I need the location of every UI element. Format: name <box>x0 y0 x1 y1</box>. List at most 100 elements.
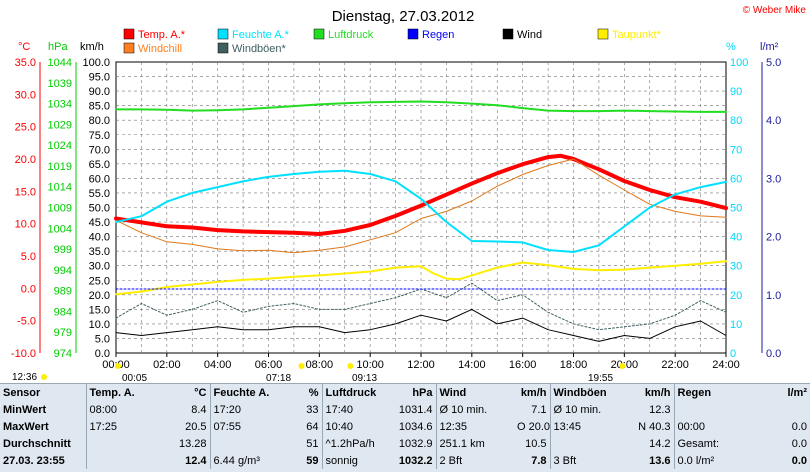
series-line-3 <box>115 100 727 113</box>
series-line-1 <box>115 158 727 254</box>
series-line-2 <box>115 169 727 253</box>
tick-label-wind: 10.0 <box>89 319 110 331</box>
cell: 1034.6 <box>398 420 433 433</box>
cell: 0.0 l/m² <box>673 452 756 469</box>
legend-swatch <box>407 28 419 40</box>
header-rain-unit: l/m² <box>787 386 807 399</box>
cell: 14.2 <box>649 437 671 450</box>
tick-label-humidity: 70 <box>730 144 742 156</box>
tick-label-temp: 20.0 <box>15 154 36 166</box>
x-tick-label: 12:00 <box>407 359 435 371</box>
tick-label-pressure: 994 <box>54 265 72 277</box>
sun-markers: 12:36 00:05 07:18 09:13 19:55 <box>12 363 626 383</box>
row-label: Durchschnitt <box>3 437 71 450</box>
tick-label-temp: 35.0 <box>15 57 36 69</box>
legend-swatch <box>123 28 135 40</box>
cell: 08:00 <box>85 401 158 418</box>
tick-label-rain: 1.0 <box>766 290 781 302</box>
sun-icon <box>115 363 122 369</box>
tick-label-wind: 50.0 <box>89 203 110 215</box>
header-pressure: Luftdruck <box>321 384 394 401</box>
cell <box>673 401 756 418</box>
header-wind-unit: km/h <box>520 386 547 399</box>
x-tick-label: 24:00 <box>712 359 740 371</box>
tick-label-temp: 30.0 <box>15 89 36 101</box>
legend: Temp. A.* Feuchte A.* Luftdruck Regen Wind Ta… <box>123 28 662 55</box>
tick-label-wind: 25.0 <box>89 275 110 287</box>
stats-row-min: MinWert 08:00 8.4 17:20 33 17:40 1031.4 … <box>0 401 810 418</box>
stats-row-average: Durchschnitt 13.28 51 ^1.2hPa/h 1032.9 2… <box>0 435 810 452</box>
tick-label-rain: 3.0 <box>766 173 781 185</box>
tick-label-humidity: 100 <box>730 57 748 69</box>
x-tick-label: 04:00 <box>204 359 232 371</box>
header-temp-unit: °C <box>194 386 207 399</box>
tick-label-humidity: 60 <box>730 173 742 185</box>
legend-label: Wind <box>517 29 542 41</box>
cell: 17:25 <box>85 418 158 435</box>
tick-label-temp: 0.0 <box>21 283 36 295</box>
tick-label-pressure: 984 <box>54 306 72 318</box>
header-temp: Temp. A. <box>85 384 158 401</box>
cell: 59 <box>306 454 319 467</box>
cell: 10.5 <box>525 437 547 450</box>
tick-label-pressure: 989 <box>54 286 72 298</box>
legend-swatch <box>313 28 325 40</box>
legend-swatch <box>217 28 229 40</box>
axis-title-humidity: % <box>726 41 736 53</box>
legend-label: Windböen* <box>232 43 287 55</box>
series-group <box>114 100 728 342</box>
cell: 13:45 <box>549 418 620 435</box>
tick-label-pressure: 1004 <box>48 223 72 235</box>
legend-swatch <box>502 28 514 40</box>
chart-title: Dienstag, 27.03.2012 <box>332 8 475 25</box>
tick-label-wind: 100.0 <box>82 57 110 69</box>
sun-marker-time: 12:36 <box>12 372 37 383</box>
tick-label-pressure: 979 <box>54 327 72 339</box>
tick-label-pressure: 1019 <box>48 161 72 173</box>
header-wind: Wind <box>435 384 514 401</box>
cell: 13.6 <box>649 454 671 467</box>
cell: Ø 10 min. <box>549 401 620 418</box>
cell: 17:20 <box>209 401 296 418</box>
sun-icon <box>298 363 305 369</box>
cell: 251.1 km <box>435 435 514 452</box>
cell <box>549 435 620 452</box>
tick-label-pressure: 1009 <box>48 203 72 215</box>
cell: 2 Bft <box>435 452 514 469</box>
x-axis: 00:0002:0004:0006:0008:0010:0012:0014:00… <box>102 353 740 371</box>
tick-label-pressure: 974 <box>54 348 72 360</box>
cell: 7.1 <box>531 403 547 416</box>
legend-label: Feuchte A.* <box>232 29 290 41</box>
tick-label-temp: 10.0 <box>15 219 36 231</box>
tick-label-humidity: 80 <box>730 115 742 127</box>
tick-label-temp: -10.0 <box>11 348 36 360</box>
tick-label-wind: 90.0 <box>89 86 110 98</box>
axis-title-rain: l/m² <box>760 41 779 53</box>
axis-titles: °C hPa km/h% l/m² <box>18 41 779 53</box>
tick-label-wind: 95.0 <box>89 72 110 84</box>
x-tick-label: 10:00 <box>356 359 384 371</box>
cell: 12.3 <box>649 403 671 416</box>
tick-label-wind: 75.0 <box>89 130 110 142</box>
cell: 20.5 <box>185 420 207 433</box>
header-sensor: Sensor <box>3 386 41 399</box>
axis-title-wind: km/h <box>80 41 104 53</box>
cell: 17:40 <box>321 401 394 418</box>
legend-label: Windchill <box>138 43 182 55</box>
legend-swatch <box>217 42 229 54</box>
cell: 51 <box>306 437 319 450</box>
cell: 7.8 <box>531 454 547 467</box>
tick-label-pressure: 1039 <box>48 78 72 90</box>
cell <box>85 452 158 469</box>
tick-label-temp: -5.0 <box>17 316 36 328</box>
cell: 6.44 g/m³ <box>209 452 296 469</box>
tick-label-pressure: 999 <box>54 244 72 256</box>
stats-header-row: Sensor Temp. A. °C Feuchte A. % Luftdruc… <box>0 384 810 401</box>
tick-label-wind: 85.0 <box>89 101 110 113</box>
tick-label-humidity: 90 <box>730 86 742 98</box>
row-label: MinWert <box>3 403 47 416</box>
tick-label-humidity: 20 <box>730 290 742 302</box>
tick-label-wind: 70.0 <box>89 144 110 156</box>
cell: O 20.0 <box>517 420 550 433</box>
cell: 07:55 <box>209 418 296 435</box>
